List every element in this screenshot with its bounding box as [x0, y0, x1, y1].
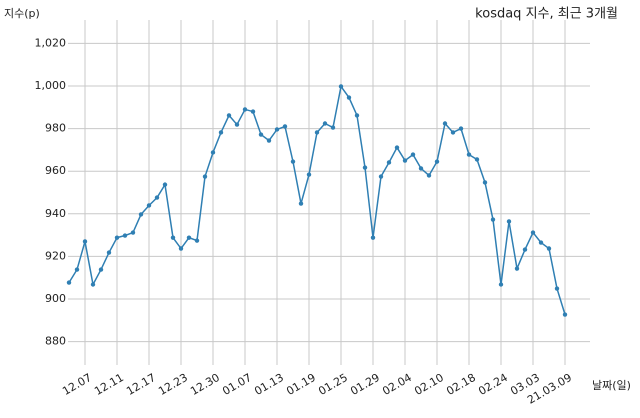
point — [330, 125, 336, 130]
x-tick-label: 12.23 — [156, 371, 190, 398]
point — [170, 235, 176, 240]
x-tick-label: 12.11 — [92, 371, 126, 398]
point — [298, 201, 304, 206]
point — [458, 126, 464, 131]
point — [338, 84, 344, 89]
x-tick-label: 12.07 — [60, 371, 94, 398]
point — [402, 158, 408, 163]
point — [506, 219, 512, 224]
point — [178, 246, 184, 251]
point — [410, 152, 416, 157]
point — [418, 166, 424, 171]
point — [474, 157, 480, 162]
point — [514, 266, 520, 271]
point — [106, 250, 112, 255]
point — [74, 267, 80, 272]
point — [450, 130, 456, 135]
point — [394, 145, 400, 150]
point — [266, 138, 272, 143]
point — [146, 203, 152, 208]
point — [466, 152, 472, 157]
y-tick-label: 900 — [45, 292, 66, 305]
point — [66, 280, 72, 285]
point — [490, 217, 496, 222]
y-tick-label: 920 — [45, 249, 66, 262]
y-tick-label: 880 — [45, 335, 66, 348]
point — [162, 182, 168, 187]
y-tick-label: 960 — [45, 164, 66, 177]
point — [482, 180, 488, 185]
point — [82, 239, 88, 244]
point — [386, 160, 392, 165]
y-tick-label: 940 — [45, 207, 66, 220]
point — [130, 230, 136, 235]
point — [154, 195, 160, 200]
x-tick-label: 02.04 — [380, 371, 414, 398]
point — [226, 113, 232, 118]
y-axis-label: 지수(p) — [4, 7, 40, 20]
x-tick-label: 12.30 — [188, 371, 222, 398]
x-tick-label: 02.18 — [444, 371, 478, 398]
point — [426, 173, 432, 178]
point — [250, 109, 256, 114]
point — [114, 235, 120, 240]
chart-title: kosdaq 지수, 최근 3개월 — [475, 7, 618, 22]
line — [68, 84, 566, 315]
point — [434, 159, 440, 164]
x-tick-label: 01.25 — [316, 371, 350, 398]
point — [98, 267, 104, 272]
x-tick-label: 01.13 — [252, 371, 286, 398]
point — [498, 282, 504, 287]
point — [90, 282, 96, 287]
x-tick-label: 02.24 — [476, 371, 510, 398]
point — [282, 124, 288, 129]
point — [194, 238, 200, 243]
point — [242, 107, 248, 112]
point — [562, 312, 568, 317]
point — [546, 246, 552, 251]
point — [530, 230, 536, 235]
point — [322, 121, 328, 126]
x-tick-label: 01.07 — [220, 371, 254, 398]
y-tick-label: 980 — [45, 122, 66, 135]
point — [314, 130, 320, 135]
point — [218, 130, 224, 135]
point — [370, 235, 376, 240]
x-tick-label: 12.17 — [124, 371, 158, 398]
point — [122, 233, 128, 238]
y-tick-label: 1,000 — [35, 79, 67, 92]
point — [210, 150, 216, 155]
x-tick-label: 02.10 — [412, 371, 446, 398]
point — [290, 159, 296, 164]
x-axis-label: 날짜(일) — [592, 378, 631, 392]
point — [442, 121, 448, 126]
point — [258, 132, 264, 137]
point — [186, 235, 192, 240]
x-tick-label: 01.19 — [284, 371, 318, 398]
x-tick-label: 01.29 — [348, 371, 382, 398]
point — [362, 165, 368, 170]
point — [538, 240, 544, 245]
point — [234, 122, 240, 127]
point — [378, 174, 384, 179]
point — [274, 127, 280, 132]
point — [554, 286, 560, 291]
point — [202, 174, 208, 179]
point — [346, 95, 352, 100]
y-tick-label: 1,020 — [35, 36, 67, 49]
point — [354, 113, 360, 118]
point — [522, 247, 528, 252]
point — [138, 212, 144, 217]
point — [306, 172, 312, 177]
